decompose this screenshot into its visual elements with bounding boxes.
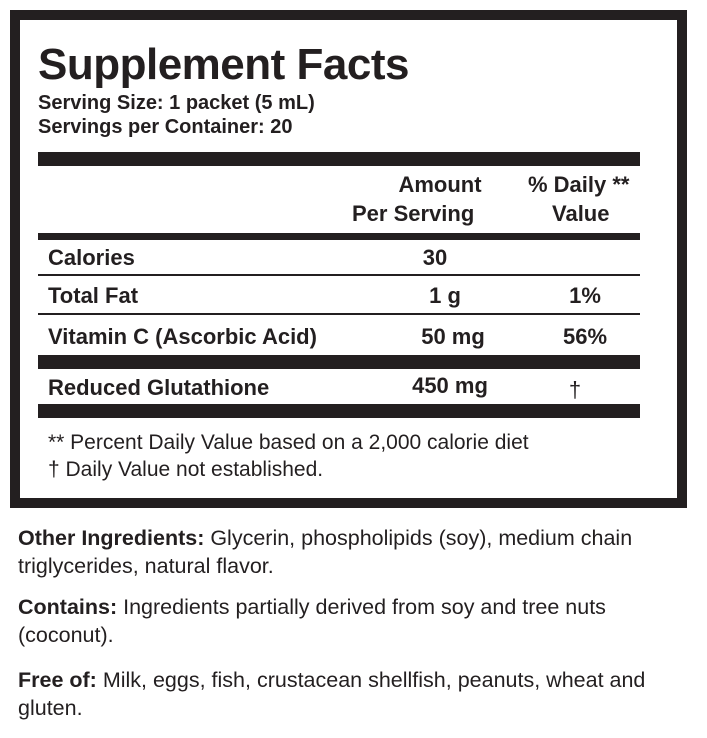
row-name: Reduced Glutathione [48,375,270,400]
row-name: Calories [48,245,135,270]
dv-header: % Daily ** [528,172,630,197]
row-amount: 30 [422,245,448,270]
free-of: Free of: Milk, eggs, fish, crustacean sh… [18,668,646,720]
footnote-dagger: † Daily Value not established. [48,458,324,481]
other-ingredients: Other Ingredients: Glycerin, phospholipi… [18,526,633,578]
row-name: Total Fat [48,283,139,308]
servings-per-container: Servings per Container: 20 [38,116,293,138]
contains: Contains: Ingredients partially derived … [18,595,606,647]
thick-divider [38,152,640,166]
row-amount: 50 mg [421,324,485,349]
supplement-facts-panel [10,10,687,508]
row-dv: 1% [569,283,601,308]
dv-header-value: Value [552,201,610,226]
row-amount: 1 g [429,283,461,308]
panel-title: Supplement Facts [38,40,409,89]
row-amount: 450 mg [412,373,488,398]
row-name: Vitamin C (Ascorbic Acid) [48,324,317,349]
per-serving-header: Per Serving [352,201,475,226]
footnote-dv: ** Percent Daily Value based on a 2,000 … [48,431,529,454]
medium-divider [38,233,640,240]
row-dv: 56% [562,324,608,349]
amount-header: Amount [398,172,482,197]
thick-divider [38,404,640,418]
serving-size: Serving Size: 1 packet (5 mL) [38,92,315,114]
thick-divider [38,355,640,369]
row-dv: † [568,377,582,402]
